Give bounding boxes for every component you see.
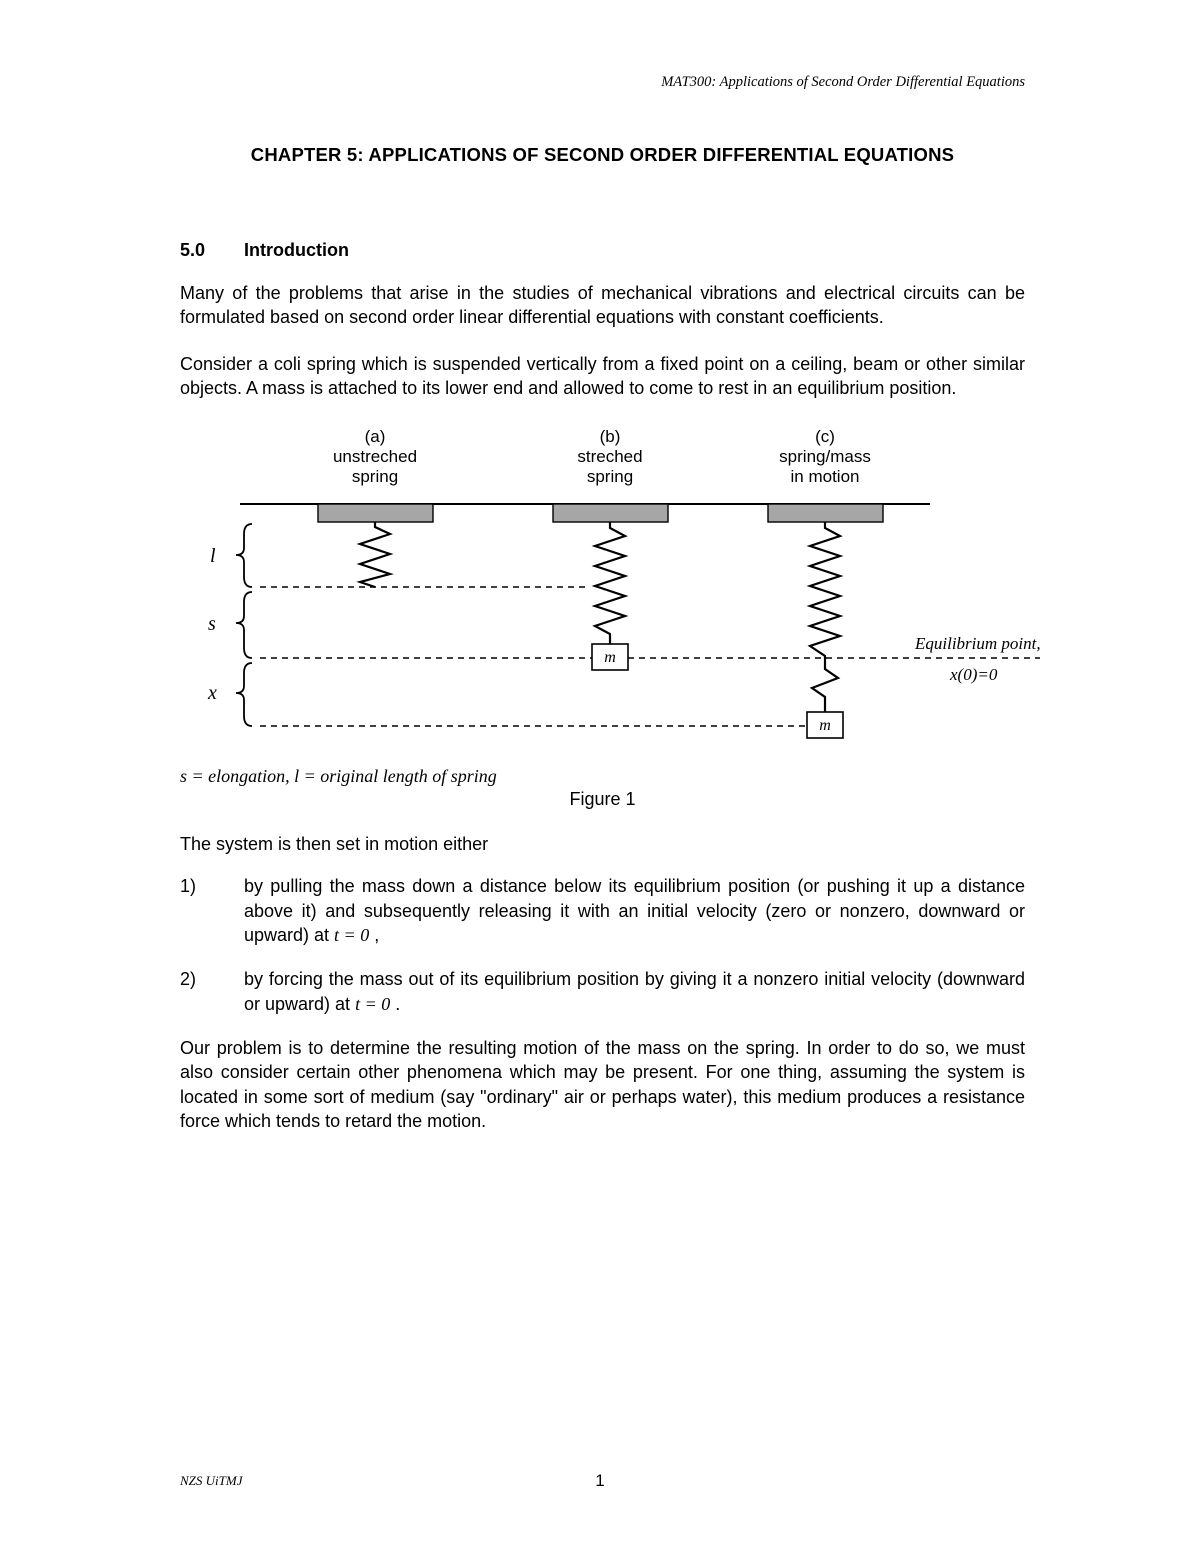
fig-label-b2: spring — [587, 467, 633, 486]
list-2-content: by forcing the mass out of its equilibri… — [244, 967, 1025, 1016]
ceiling-mount-a — [318, 504, 433, 522]
fig-label-b-tag: (b) — [600, 427, 621, 446]
mass-b-label: m — [604, 649, 616, 666]
list-1-content: by pulling the mass down a distance belo… — [244, 874, 1025, 947]
spring-c — [810, 522, 840, 712]
brace-s — [236, 592, 252, 658]
brace-l-label: l — [210, 545, 216, 567]
list-item-1: 1) by pulling the mass down a distance b… — [180, 874, 1025, 947]
brace-l — [236, 524, 252, 587]
spring-b — [595, 522, 625, 644]
figure-caption-label: Figure 1 — [180, 789, 1025, 810]
list-item-2: 2) by forcing the mass out of its equili… — [180, 967, 1025, 1016]
ceiling-mount-c — [768, 504, 883, 522]
fig-label-a-tag: (a) — [365, 427, 386, 446]
fig-label-b1: streched — [577, 447, 642, 466]
ceiling-mount-b — [553, 504, 668, 522]
list-2-marker: 2) — [180, 967, 244, 1016]
list-1-marker: 1) — [180, 874, 244, 947]
paragraph-4: Our problem is to determine the resultin… — [180, 1036, 1025, 1133]
brace-s-label: s — [208, 613, 216, 635]
figure-caption-defs: s = elongation, l = original length of s… — [180, 766, 1025, 787]
page: MAT300: Applications of Second Order Dif… — [0, 0, 1200, 1553]
figure-svg: (a) unstreched spring (b) streched sprin… — [180, 424, 1060, 754]
paragraph-3-lead: The system is then set in motion either — [180, 832, 1025, 856]
chapter-title: CHAPTER 5: APPLICATIONS OF SECOND ORDER … — [180, 144, 1025, 166]
spring-a — [360, 522, 390, 587]
fig-label-c-tag: (c) — [815, 427, 835, 446]
paragraph-1: Many of the problems that arise in the s… — [180, 281, 1025, 330]
mass-c-label: m — [819, 717, 831, 734]
figure-1: (a) unstreched spring (b) streched sprin… — [180, 424, 1025, 754]
fig-label-c1: spring/mass — [779, 447, 871, 466]
section-heading: 5.0Introduction — [180, 240, 1025, 261]
brace-x-label: x — [207, 682, 217, 704]
section-number: 5.0 — [180, 240, 244, 261]
section-title: Introduction — [244, 240, 349, 260]
footer-page-number: 1 — [0, 1471, 1200, 1491]
eq-point-label: Equilibrium point, — [914, 634, 1041, 653]
brace-x — [236, 663, 252, 726]
header-course-title: MAT300: Applications of Second Order Dif… — [661, 74, 1025, 91]
x0-label: x(0)=0 — [949, 665, 998, 684]
paragraph-2: Consider a coli spring which is suspende… — [180, 352, 1025, 401]
fig-label-a1: unstreched — [333, 447, 417, 466]
fig-label-c2: in motion — [791, 467, 860, 486]
fig-label-a2: spring — [352, 467, 398, 486]
